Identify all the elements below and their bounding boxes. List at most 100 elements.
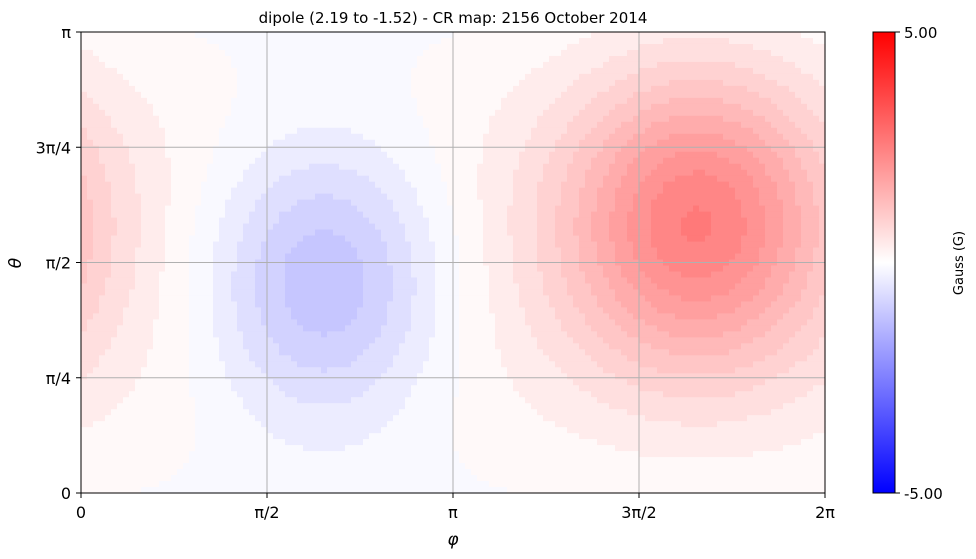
- field-cell: [153, 55, 160, 63]
- field-cell: [417, 319, 424, 326]
- field-cell: [237, 133, 244, 141]
- field-cell: [261, 487, 268, 494]
- field-cell: [357, 385, 364, 392]
- field-cell: [81, 49, 88, 57]
- field-cell: [279, 67, 286, 75]
- field-cell: [135, 409, 142, 416]
- field-cell: [183, 337, 190, 344]
- field-cell: [201, 349, 208, 356]
- field-cell: [393, 361, 400, 368]
- field-cell: [117, 199, 124, 207]
- field-cell: [309, 55, 316, 63]
- field-cell: [105, 217, 112, 225]
- field-cell: [195, 109, 202, 117]
- field-cell: [189, 439, 196, 446]
- field-cell: [423, 397, 430, 404]
- field-cell: [87, 319, 94, 326]
- field-cell: [231, 169, 238, 177]
- field-cell: [417, 361, 424, 368]
- field-cell: [393, 43, 400, 51]
- field-cell: [381, 451, 388, 458]
- field-cell: [219, 151, 226, 159]
- field-cell: [273, 319, 280, 326]
- field-cell: [381, 487, 388, 494]
- field-cell: [81, 32, 88, 39]
- field-cell: [249, 277, 256, 285]
- field-cell: [417, 157, 424, 165]
- field-cell: [423, 247, 430, 255]
- field-cell: [387, 145, 394, 153]
- field-cell: [411, 97, 418, 105]
- field-cell: [315, 235, 322, 243]
- field-cell: [177, 223, 184, 231]
- field-cell: [447, 349, 454, 356]
- field-cell: [81, 37, 88, 45]
- field-cell: [201, 361, 208, 368]
- field-cell: [369, 163, 376, 171]
- field-cell: [213, 421, 220, 428]
- field-cell: [315, 385, 322, 392]
- field-cell: [261, 457, 268, 464]
- field-cell: [231, 379, 238, 386]
- field-cell: [93, 85, 100, 93]
- field-cell: [459, 481, 466, 488]
- field-cell: [405, 109, 412, 117]
- field-cell: [375, 301, 382, 309]
- field-cell: [249, 289, 256, 297]
- field-cell: [309, 193, 316, 201]
- field-cell: [183, 301, 190, 309]
- field-cell: [447, 409, 454, 416]
- field-cell: [369, 211, 376, 219]
- field-cell: [369, 127, 376, 135]
- field-cell: [105, 37, 112, 45]
- field-cell: [195, 79, 202, 87]
- field-cell: [99, 223, 106, 231]
- field-cell: [177, 241, 184, 249]
- field-cell: [135, 85, 142, 93]
- field-cell: [213, 79, 220, 87]
- field-cell: [291, 49, 298, 57]
- field-cell: [123, 109, 130, 117]
- field-cell: [117, 409, 124, 416]
- field-cell: [189, 145, 196, 153]
- field-cell: [387, 283, 394, 291]
- field-cell: [429, 367, 436, 374]
- field-cell: [219, 379, 226, 386]
- field-cell: [339, 55, 346, 63]
- field-cell: [171, 385, 178, 392]
- field-cell: [123, 79, 130, 87]
- field-cell: [375, 319, 382, 326]
- field-cell: [159, 253, 166, 261]
- field-cell: [219, 229, 226, 237]
- field-cell: [201, 247, 208, 255]
- field-cell: [279, 463, 286, 470]
- field-cell: [405, 247, 412, 255]
- field-cell: [465, 379, 472, 386]
- field-cell: [93, 145, 100, 153]
- field-cell: [387, 163, 394, 171]
- field-cell: [117, 79, 124, 87]
- field-cell: [459, 61, 466, 69]
- field-cell: [267, 397, 274, 404]
- field-cell: [363, 391, 370, 398]
- field-cell: [399, 97, 406, 105]
- field-cell: [141, 361, 148, 368]
- field-cell: [429, 469, 436, 476]
- field-cell: [123, 37, 130, 45]
- field-cell: [411, 127, 418, 135]
- field-cell: [81, 61, 88, 69]
- field-cell: [237, 469, 244, 476]
- field-cell: [273, 355, 280, 362]
- field-cell: [447, 199, 454, 207]
- field-cell: [291, 349, 298, 356]
- field-cell: [273, 403, 280, 410]
- field-cell: [255, 337, 262, 344]
- field-cell: [129, 211, 136, 219]
- field-cell: [153, 475, 160, 482]
- field-cell: [321, 469, 328, 476]
- field-cell: [297, 409, 304, 416]
- field-cell: [135, 211, 142, 219]
- field-cell: [327, 103, 334, 111]
- field-cell: [375, 343, 382, 350]
- field-cell: [423, 319, 430, 326]
